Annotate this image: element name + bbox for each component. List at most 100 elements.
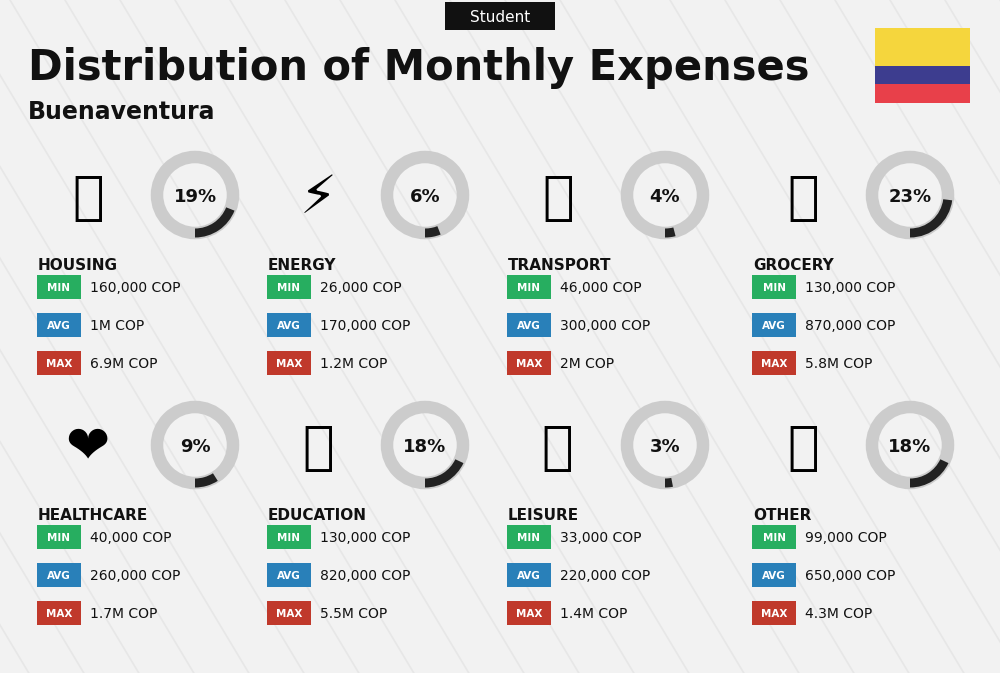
Text: 130,000 COP: 130,000 COP: [805, 281, 895, 295]
Wedge shape: [195, 473, 218, 487]
FancyBboxPatch shape: [267, 563, 311, 587]
Text: ENERGY: ENERGY: [268, 258, 336, 273]
Text: MIN: MIN: [48, 533, 70, 543]
FancyBboxPatch shape: [875, 84, 970, 103]
Text: 18%: 18%: [403, 438, 447, 456]
FancyBboxPatch shape: [507, 563, 551, 587]
Text: Buenaventura: Buenaventura: [28, 100, 216, 124]
Text: 170,000 COP: 170,000 COP: [320, 319, 410, 333]
Text: 18%: 18%: [888, 438, 932, 456]
Text: 1.4M COP: 1.4M COP: [560, 607, 627, 621]
Text: Distribution of Monthly Expenses: Distribution of Monthly Expenses: [28, 47, 810, 89]
Text: LEISURE: LEISURE: [508, 507, 579, 522]
Text: 40,000 COP: 40,000 COP: [90, 531, 172, 545]
Text: TRANSPORT: TRANSPORT: [508, 258, 612, 273]
Text: 2M COP: 2M COP: [560, 357, 614, 371]
FancyBboxPatch shape: [37, 563, 81, 587]
Text: MIN: MIN: [48, 283, 70, 293]
Text: 1.2M COP: 1.2M COP: [320, 357, 387, 371]
Text: 130,000 COP: 130,000 COP: [320, 531, 410, 545]
Text: 820,000 COP: 820,000 COP: [320, 569, 410, 583]
Wedge shape: [425, 226, 441, 238]
Wedge shape: [425, 459, 463, 487]
Text: MIN: MIN: [518, 283, 540, 293]
Text: MAX: MAX: [516, 359, 542, 369]
FancyBboxPatch shape: [37, 313, 81, 337]
FancyBboxPatch shape: [752, 275, 796, 299]
Text: AVG: AVG: [47, 571, 71, 581]
FancyBboxPatch shape: [752, 525, 796, 549]
FancyBboxPatch shape: [507, 601, 551, 625]
FancyBboxPatch shape: [507, 525, 551, 549]
Text: AVG: AVG: [762, 321, 786, 331]
Text: 🏢: 🏢: [72, 172, 104, 224]
Text: MAX: MAX: [276, 609, 302, 619]
FancyBboxPatch shape: [37, 525, 81, 549]
Text: 300,000 COP: 300,000 COP: [560, 319, 650, 333]
Text: AVG: AVG: [762, 571, 786, 581]
Text: MIN: MIN: [278, 283, 300, 293]
FancyBboxPatch shape: [752, 563, 796, 587]
Text: 46,000 COP: 46,000 COP: [560, 281, 642, 295]
Text: Student: Student: [470, 9, 530, 24]
Wedge shape: [665, 478, 673, 487]
Text: AVG: AVG: [47, 321, 71, 331]
Text: AVG: AVG: [517, 321, 541, 331]
Text: 💰: 💰: [787, 422, 819, 474]
Text: MIN: MIN: [763, 533, 786, 543]
FancyBboxPatch shape: [507, 351, 551, 375]
Text: 220,000 COP: 220,000 COP: [560, 569, 650, 583]
Text: 5.5M COP: 5.5M COP: [320, 607, 387, 621]
Text: AVG: AVG: [517, 571, 541, 581]
Text: 4%: 4%: [650, 188, 680, 206]
FancyBboxPatch shape: [875, 65, 970, 84]
Text: MAX: MAX: [46, 359, 72, 369]
FancyBboxPatch shape: [752, 601, 796, 625]
Text: AVG: AVG: [277, 321, 301, 331]
Text: MAX: MAX: [761, 359, 787, 369]
Text: 5.8M COP: 5.8M COP: [805, 357, 872, 371]
Text: 3%: 3%: [650, 438, 680, 456]
Wedge shape: [195, 207, 235, 238]
FancyBboxPatch shape: [267, 351, 311, 375]
Wedge shape: [910, 459, 948, 487]
Wedge shape: [665, 227, 676, 238]
Text: 870,000 COP: 870,000 COP: [805, 319, 895, 333]
Text: 4.3M COP: 4.3M COP: [805, 607, 872, 621]
Text: 33,000 COP: 33,000 COP: [560, 531, 642, 545]
FancyBboxPatch shape: [37, 601, 81, 625]
Text: 🛒: 🛒: [787, 172, 819, 224]
FancyBboxPatch shape: [752, 313, 796, 337]
Text: 6.9M COP: 6.9M COP: [90, 357, 158, 371]
Text: 6%: 6%: [410, 188, 440, 206]
Text: GROCERY: GROCERY: [753, 258, 834, 273]
Text: 9%: 9%: [180, 438, 210, 456]
Text: MAX: MAX: [761, 609, 787, 619]
FancyBboxPatch shape: [267, 601, 311, 625]
Text: HEALTHCARE: HEALTHCARE: [38, 507, 148, 522]
FancyBboxPatch shape: [267, 275, 311, 299]
FancyBboxPatch shape: [752, 351, 796, 375]
FancyBboxPatch shape: [875, 28, 970, 65]
Text: 160,000 COP: 160,000 COP: [90, 281, 180, 295]
Text: 1M COP: 1M COP: [90, 319, 144, 333]
FancyBboxPatch shape: [267, 525, 311, 549]
Text: AVG: AVG: [277, 571, 301, 581]
FancyBboxPatch shape: [267, 313, 311, 337]
Text: MAX: MAX: [46, 609, 72, 619]
Text: 1.7M COP: 1.7M COP: [90, 607, 157, 621]
FancyBboxPatch shape: [37, 351, 81, 375]
Text: 🎓: 🎓: [302, 422, 334, 474]
Text: 🚌: 🚌: [542, 172, 574, 224]
Text: MIN: MIN: [518, 533, 540, 543]
FancyBboxPatch shape: [507, 313, 551, 337]
Text: OTHER: OTHER: [753, 507, 811, 522]
Text: 🛍️: 🛍️: [542, 422, 574, 474]
Text: 23%: 23%: [888, 188, 932, 206]
Text: 26,000 COP: 26,000 COP: [320, 281, 402, 295]
Text: ❤️: ❤️: [66, 422, 110, 474]
FancyBboxPatch shape: [37, 275, 81, 299]
Text: 260,000 COP: 260,000 COP: [90, 569, 180, 583]
Text: MIN: MIN: [763, 283, 786, 293]
Text: 99,000 COP: 99,000 COP: [805, 531, 887, 545]
